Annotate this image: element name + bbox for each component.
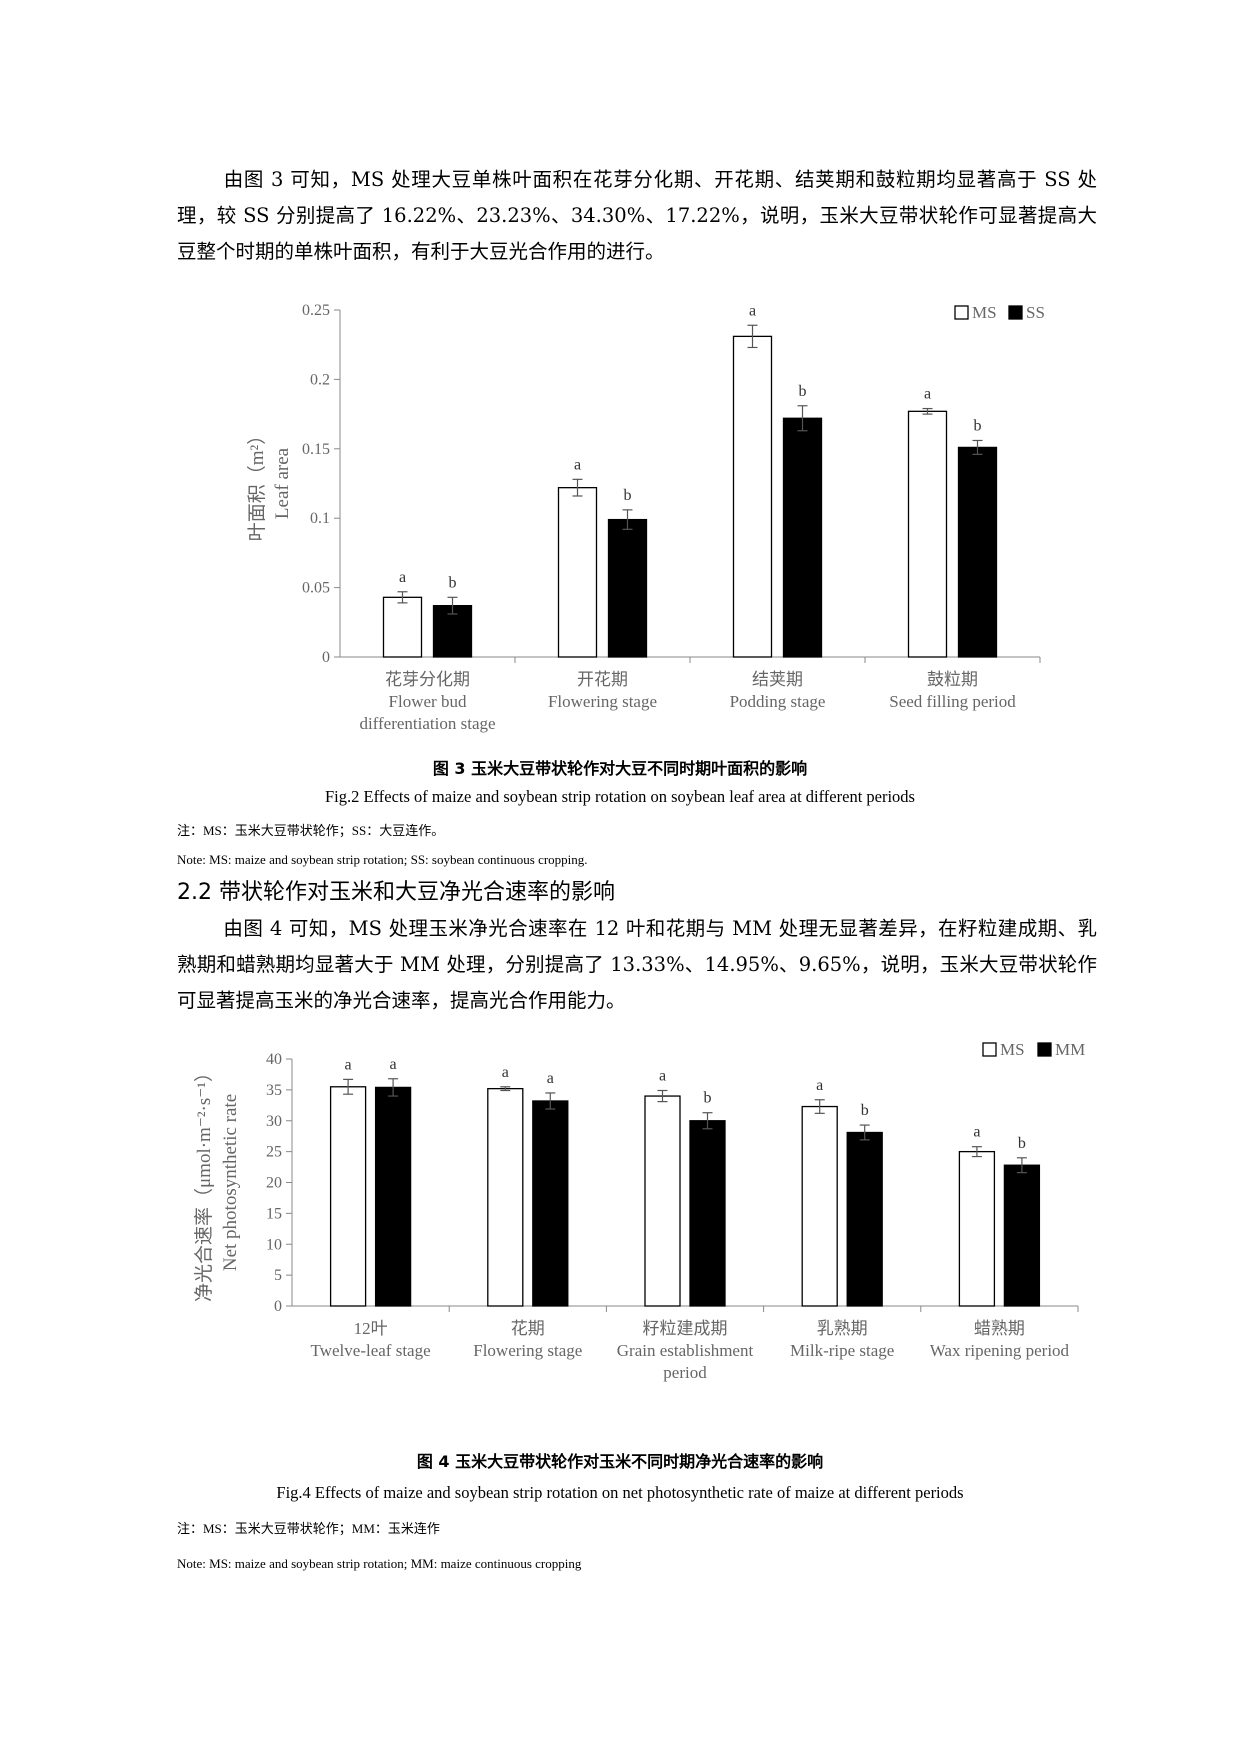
figure-4-caption-cn: 图 4 玉米大豆带状轮作对玉米不同时期净光合速率的影响 (416, 1452, 824, 1471)
paragraph-1: 由图 3 可知，MS 处理大豆单株叶面积在花芽分化期、开花期、结荚期和鼓粒期均显… (177, 168, 1097, 263)
significance-letter: a (345, 1056, 352, 1073)
figure-4-caption-en: Fig.4 Effects of maize and soybean strip… (276, 1483, 964, 1502)
figure-4-chart: 0 5 10 15 20 25 30 35 40 净光合速率（μmol·m⁻²·s⁻¹） Net p… (193, 1040, 1085, 1382)
bar-ms (958, 1150, 996, 1307)
y-tick-label: 0.25 (302, 302, 330, 319)
x-category-label-en: Wax ripening period (930, 1341, 1070, 1360)
paragraph-2: 由图 4 可知，MS 处理玉米净光合速率在 12 叶和花期与 MM 处理无显著差… (177, 917, 1097, 1012)
bar-mm (532, 1100, 569, 1307)
y-tick-label: 0 (322, 649, 330, 666)
significance-letter: b (449, 574, 457, 591)
x-category-label-en: Podding stage (730, 692, 826, 711)
bar-ms (732, 335, 773, 658)
x-category-label-en: differentiation stage (359, 714, 495, 733)
x-category-label-cn: 籽粒建成期 (643, 1319, 728, 1338)
bar-mm (689, 1120, 726, 1307)
figure-4-note-en: Note: MS: maize and soybean strip rotati… (177, 1556, 582, 1571)
significance-letter: a (973, 1124, 980, 1141)
bar-ss (607, 518, 648, 658)
bar-ms (329, 1086, 367, 1307)
significance-letter: b (799, 383, 807, 400)
x-category-label-cn: 花期 (511, 1319, 545, 1338)
significance-letter: b (974, 417, 982, 434)
y-tick-label: 0.05 (302, 580, 330, 597)
bar-ms (382, 596, 423, 658)
significance-letter: a (749, 302, 756, 319)
legend-label-ms: MS (1000, 1040, 1025, 1059)
x-category-label-cn: 鼓粒期 (927, 670, 978, 689)
x-category-label-en: period (663, 1363, 707, 1382)
legend-swatch-ss (1008, 305, 1023, 320)
legend-swatch-mm (1037, 1042, 1052, 1057)
bar-ms (487, 1087, 524, 1307)
legend-label-ss: SS (1026, 303, 1045, 322)
figure-3-caption-cn: 图 3 玉米大豆带状轮作对大豆不同时期叶面积的影响 (432, 759, 808, 778)
legend-swatch-ms (982, 1042, 997, 1057)
x-category-label-cn: 结荚期 (752, 670, 803, 689)
legend-swatch-ms (954, 305, 969, 320)
x-category-label-en: Grain establishment (617, 1341, 754, 1360)
figure-3-chart: 0 0.05 0.1 0.15 0.2 0.25 叶面积（m²） Leaf area a b 花芽分… (246, 302, 1045, 733)
y-tick-label: 0.2 (310, 371, 330, 388)
bar-mm (846, 1131, 883, 1307)
x-category-label-en: Flowering stage (548, 692, 657, 711)
y-tick-label: 40 (266, 1051, 282, 1068)
legend-label-ms: MS (972, 303, 997, 322)
section-heading: 2.2 带状轮作对玉米和大豆净光合速率的影响 (177, 880, 615, 905)
y-tick-label: 0.15 (302, 441, 330, 458)
y-tick-label: 5 (274, 1267, 282, 1284)
y-tick-label: 0.1 (310, 510, 330, 527)
y-tick-label: 35 (266, 1082, 282, 1099)
bar-ms (907, 410, 948, 658)
figure-4-note-cn: 注：MS：玉米大豆带状轮作；MM：玉米连作 (177, 1521, 440, 1536)
significance-letter: a (399, 569, 406, 586)
x-category-label-cn: 蜡熟期 (974, 1318, 1025, 1338)
significance-letter: a (924, 386, 931, 403)
y-axis-label-cn: 叶面积（m²） (246, 426, 268, 541)
significance-letter: a (659, 1067, 666, 1084)
x-category-label-en: Flower bud (389, 692, 467, 711)
x-category-label-cn: 开花期 (577, 670, 628, 689)
x-category-label-cn: 花芽分化期 (385, 670, 470, 689)
bar-ss (782, 417, 823, 658)
y-axis-label-en: Net photosynthetic rate (220, 1094, 241, 1271)
y-tick-label: 0 (274, 1298, 282, 1315)
x-category-label-cn: 乳熟期 (817, 1318, 868, 1338)
significance-letter: b (861, 1102, 869, 1119)
x-category-label-en: Milk-ripe stage (790, 1341, 894, 1360)
bar-mm (374, 1086, 412, 1307)
significance-letter: b (624, 487, 632, 504)
legend-label-mm: MM (1055, 1040, 1085, 1059)
x-category-label-en: Seed filling period (889, 692, 1016, 711)
figure-3-note-cn: 注：MS：玉米大豆带状轮作；SS：大豆连作。 (177, 823, 445, 838)
y-axis-label-en: Leaf area (272, 447, 293, 519)
y-tick-label: 15 (266, 1205, 282, 1222)
x-category-label-en: Twelve-leaf stage (311, 1341, 431, 1360)
bar-ss (957, 446, 998, 658)
y-tick-label: 10 (266, 1236, 282, 1253)
x-category-label-cn: 12叶 (354, 1319, 388, 1338)
significance-letter: a (547, 1070, 554, 1087)
bar-ms (801, 1105, 838, 1307)
significance-letter: a (816, 1077, 823, 1094)
figure-3-caption-en: Fig.2 Effects of maize and soybean strip… (325, 787, 915, 806)
significance-letter: b (1018, 1135, 1026, 1152)
y-tick-label: 25 (266, 1144, 282, 1161)
bar-mm (1003, 1164, 1041, 1307)
significance-letter: b (704, 1090, 712, 1107)
y-tick-label: 20 (266, 1175, 282, 1192)
significance-letter: a (390, 1056, 397, 1073)
significance-letter: a (574, 456, 581, 473)
significance-letter: a (502, 1064, 509, 1081)
figure-3-note-en: Note: MS: maize and soybean strip rotati… (177, 852, 588, 867)
bar-ms (557, 487, 598, 658)
bar-ms (644, 1095, 681, 1307)
x-category-label-en: Flowering stage (473, 1341, 582, 1360)
y-axis-label-cn: 净光合速率（μmol·m⁻²·s⁻¹） (193, 1063, 215, 1302)
y-tick-label: 30 (266, 1113, 282, 1130)
